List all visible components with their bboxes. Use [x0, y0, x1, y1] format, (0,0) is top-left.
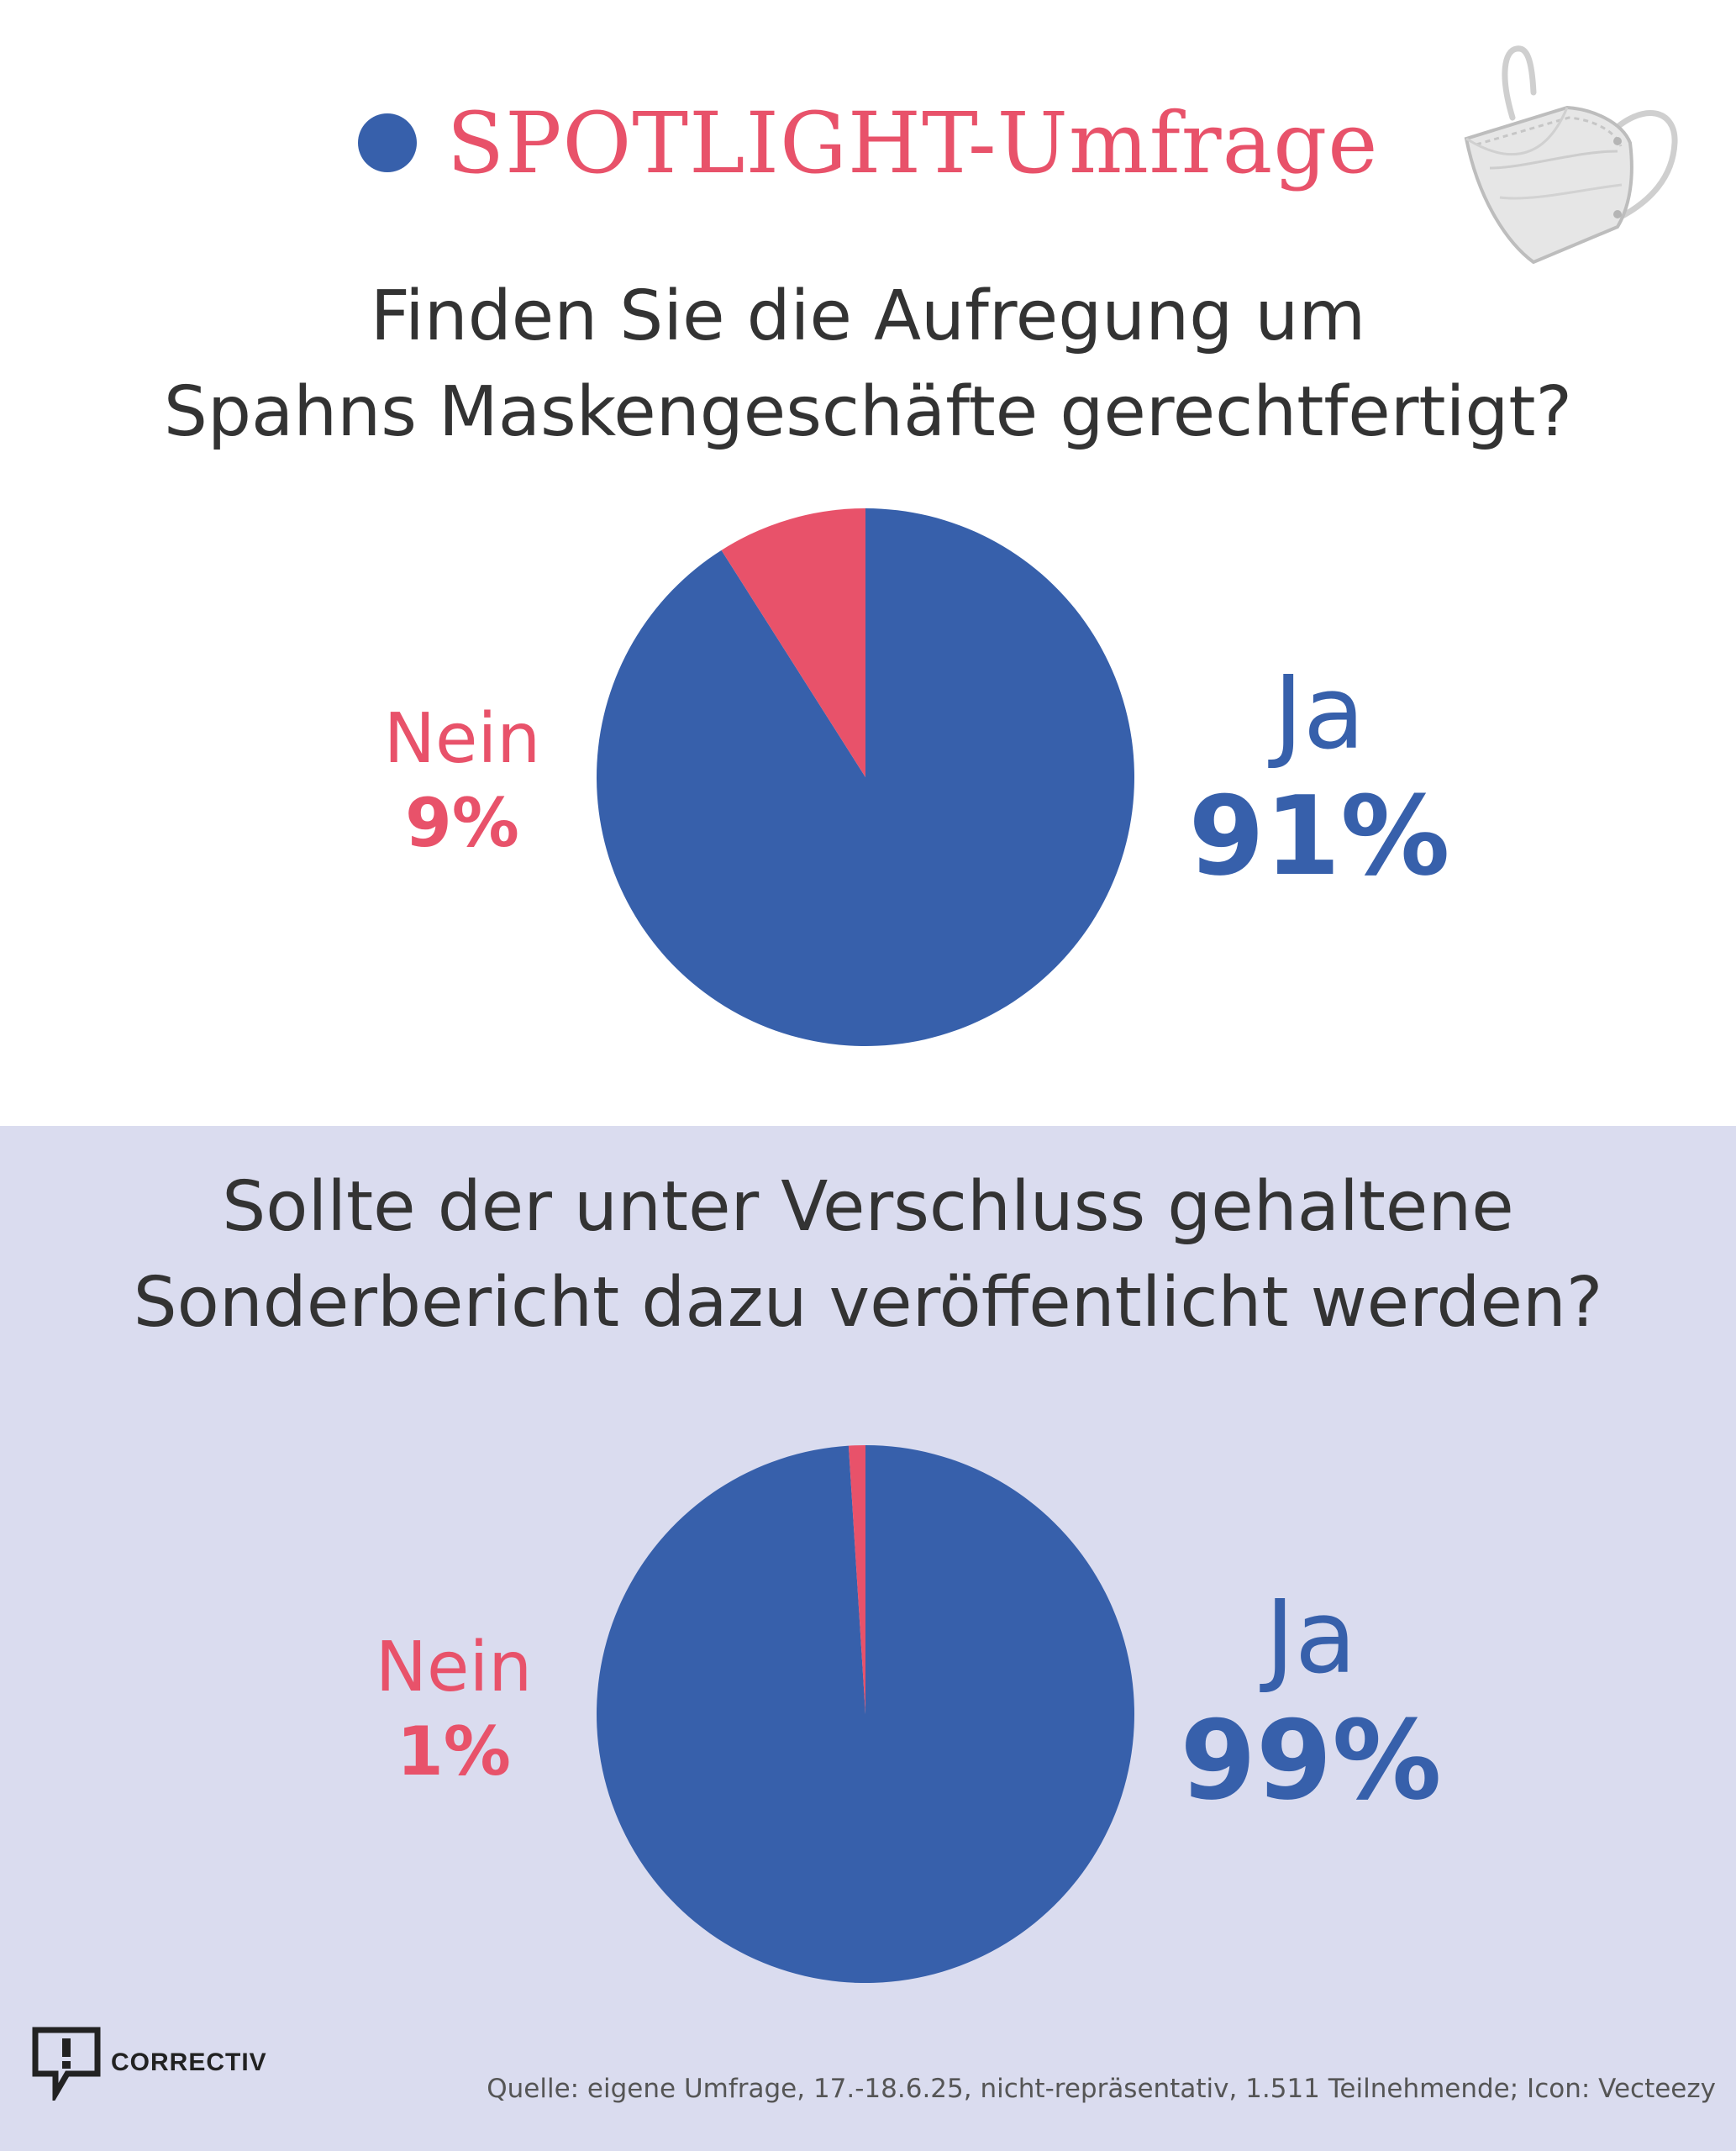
- pie-1-nein-name: Nein: [383, 699, 541, 779]
- source-note: Quelle: eigene Umfrage, 17.-18.6.25, nic…: [487, 2074, 1716, 2104]
- pie-2-slice-ja: [596, 1445, 1134, 1983]
- pie-chart-2: [596, 1445, 1134, 1983]
- pie-2-label-ja: Ja 99%: [1134, 1580, 1487, 1823]
- pie-2-nein-name: Nein: [375, 1628, 533, 1707]
- question-1: Finden Sie die Aufregung um Spahns Maske…: [0, 269, 1736, 460]
- face-mask-icon: [1464, 45, 1678, 265]
- pie-2-ja-percent: 99%: [1180, 1696, 1442, 1824]
- pie-2-ja-name: Ja: [1265, 1580, 1357, 1696]
- question-2-line-1: Sollte der unter Verschluss gehaltene: [222, 1167, 1514, 1247]
- pie-2-slice-nein: [848, 1445, 865, 1714]
- pie-2-label-nein: Nein 1%: [345, 1626, 563, 1794]
- pie-1-nein-percent: 9%: [405, 784, 519, 862]
- correctiv-logo: CORRECTIV: [30, 2025, 267, 2101]
- pie-2-nein-percent: 1%: [397, 1712, 511, 1791]
- title-dot: [357, 113, 417, 172]
- pie-1-label-ja: Ja 91%: [1143, 655, 1496, 899]
- pie-1-ja-percent: 91%: [1188, 772, 1450, 900]
- correctiv-logo-icon: [32, 2027, 101, 2101]
- pie-1-slice-nein: [721, 508, 865, 777]
- page-title: SPOTLIGHT-Umfrage: [446, 93, 1379, 192]
- question-1-line-1: Finden Sie die Aufregung um: [370, 276, 1366, 356]
- logo-text: CORRECTIV: [111, 2048, 267, 2076]
- header: SPOTLIGHT-Umfrage: [0, 84, 1736, 202]
- question-2: Sollte der unter Verschluss gehaltene So…: [0, 1160, 1736, 1351]
- pie-1-ja-name: Ja: [1273, 655, 1365, 772]
- question-2-line-2: Sonderbericht dazu veröffentlicht werden…: [133, 1263, 1603, 1343]
- question-1-line-2: Spahns Maskengeschäfte gerechtfertigt?: [163, 372, 1573, 452]
- pie-chart-1: [597, 508, 1134, 1046]
- pie-1-label-nein: Nein 9%: [353, 697, 571, 865]
